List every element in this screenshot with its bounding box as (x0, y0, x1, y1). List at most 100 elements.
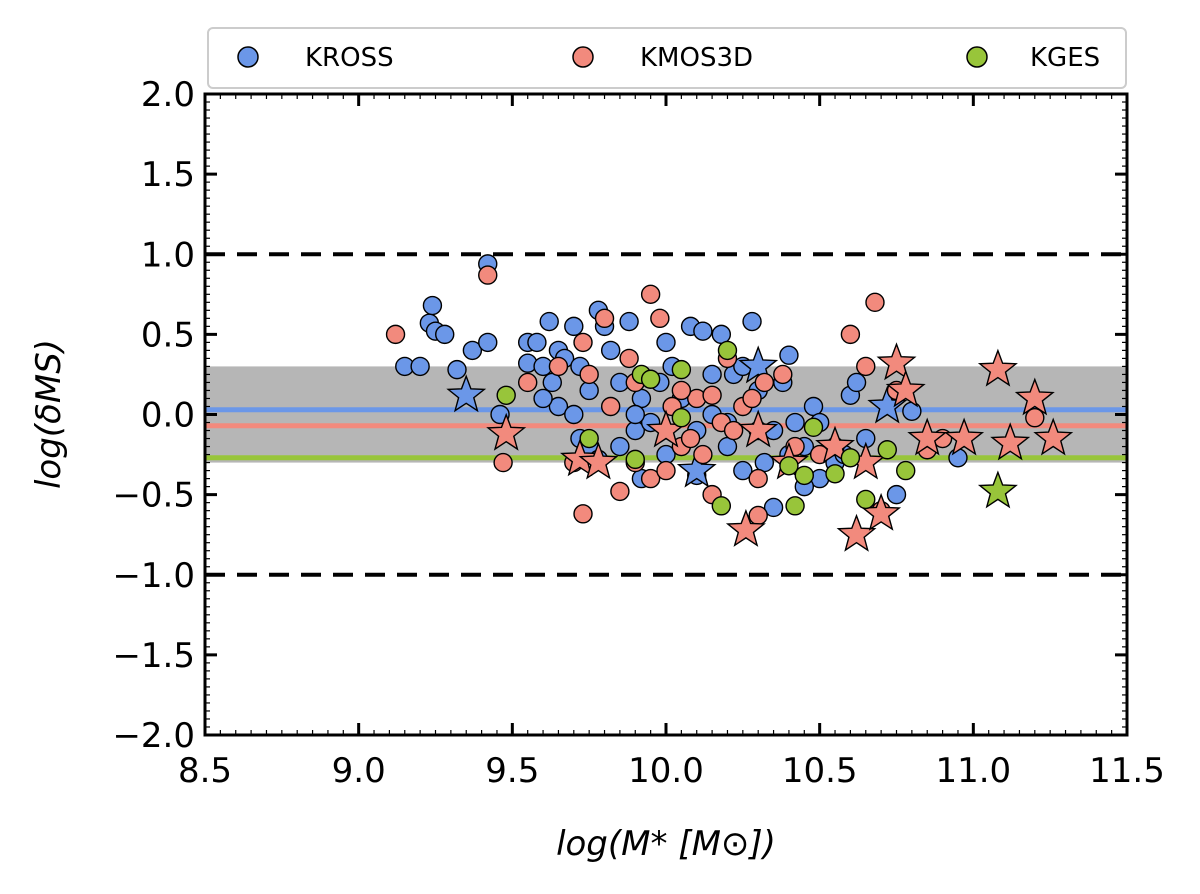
x-axis-title: log(M* [M⊙]) (556, 824, 776, 864)
point-kross (779, 345, 799, 365)
point-kmos3d (579, 364, 599, 385)
dashed-lines (205, 252, 1127, 577)
point-kross (803, 396, 824, 417)
legend-box (207, 27, 1127, 89)
point-kross (564, 404, 584, 425)
x-tick-label: 10.0 (628, 751, 704, 791)
point-kges (717, 340, 738, 361)
point-kross (564, 316, 584, 337)
point-kmos3d (650, 308, 670, 329)
y-tick-label: 1.0 (141, 235, 195, 275)
y-axis-title: log(δMS) (29, 339, 69, 489)
point-kges (856, 489, 876, 510)
point-kmos3d (754, 372, 775, 393)
point-kmos3d (573, 332, 593, 353)
point-kross (539, 311, 559, 332)
point-kross (717, 436, 738, 457)
x-tick-label: 11.0 (935, 751, 1011, 791)
point-kges (825, 464, 845, 484)
point-kges (496, 385, 516, 405)
point-kross (462, 340, 483, 361)
star-point-kmos3d (977, 348, 1018, 387)
x-tick-label: 9.5 (485, 751, 539, 791)
legend-label-kges: KGES (1030, 43, 1100, 73)
point-kges (579, 428, 599, 449)
legend-marker-kmos3d (572, 46, 594, 68)
y-tick-label: −1.0 (112, 556, 195, 596)
point-kges (671, 359, 692, 380)
point-kross (886, 484, 907, 505)
point-kross (600, 340, 621, 361)
point-kross (447, 359, 467, 380)
point-kross (693, 321, 713, 341)
x-tick-label: 11.5 (1089, 751, 1165, 791)
point-kmos3d (773, 364, 793, 385)
point-kross (763, 497, 784, 518)
point-kross (702, 364, 722, 385)
legend: KROSS KMOS3D KGES (207, 27, 1127, 89)
point-kges (711, 496, 732, 516)
point-kross (846, 372, 867, 393)
point-kmos3d (600, 396, 621, 417)
point-kross (435, 324, 455, 345)
point-kross (948, 448, 968, 468)
point-kross (548, 396, 569, 417)
star-point-kross (446, 374, 487, 413)
star-point-kmos3d (876, 342, 917, 381)
point-kmos3d (610, 481, 630, 502)
point-kmos3d (723, 420, 744, 441)
point-kges (803, 417, 824, 438)
point-kmos3d (671, 380, 692, 401)
legend-marker-kross (237, 46, 259, 68)
point-kges (779, 456, 799, 476)
point-kross (619, 311, 639, 332)
star-point-kmos3d (907, 417, 948, 456)
y-tick-label: 0.5 (141, 315, 195, 355)
point-kmos3d (385, 324, 406, 345)
y-tick-label: 1.5 (141, 155, 195, 195)
point-kross (579, 380, 599, 401)
point-kmos3d (702, 385, 722, 405)
star-point-kross (738, 345, 779, 384)
point-kross (902, 401, 922, 421)
star-point-kmos3d (836, 513, 877, 552)
x-tick-label: 10.5 (782, 751, 858, 791)
star-point-kmos3d (486, 412, 527, 451)
y-tick-label: 2.0 (141, 75, 195, 115)
point-kges (640, 369, 661, 389)
point-kmos3d (748, 468, 768, 489)
point-kross (410, 356, 430, 377)
star-point-kmos3d (1014, 377, 1055, 416)
point-kmos3d (748, 505, 768, 526)
star-point-kmos3d (815, 425, 856, 464)
point-kross (478, 332, 498, 353)
point-kross (542, 372, 562, 393)
point-kges (785, 496, 805, 516)
point-kges (840, 448, 861, 468)
y-tick-label: −1.5 (112, 636, 195, 676)
point-kmos3d (518, 372, 538, 393)
y-tick-label: 0.0 (141, 396, 195, 436)
point-kges (877, 440, 897, 460)
star-point-kmos3d (725, 508, 766, 547)
star-point-kmos3d (578, 441, 619, 480)
star-point-kmos3d (738, 409, 779, 448)
point-kross (625, 404, 645, 425)
point-kmos3d (640, 284, 661, 305)
star-point-kmos3d (990, 422, 1031, 461)
star-point-kross (676, 449, 717, 488)
star-point-kges (977, 470, 1018, 509)
point-kross (733, 460, 753, 481)
x-tick-label: 8.5 (178, 751, 232, 791)
point-kges (794, 465, 814, 486)
x-tick-label: 9.0 (332, 751, 386, 791)
point-kges (625, 449, 645, 470)
point-kross (785, 412, 805, 433)
point-kross (656, 332, 676, 353)
point-kmos3d (856, 356, 876, 377)
point-kges (896, 460, 916, 481)
point-kross (631, 388, 652, 409)
point-kross (610, 436, 630, 457)
point-kmos3d (640, 468, 661, 489)
